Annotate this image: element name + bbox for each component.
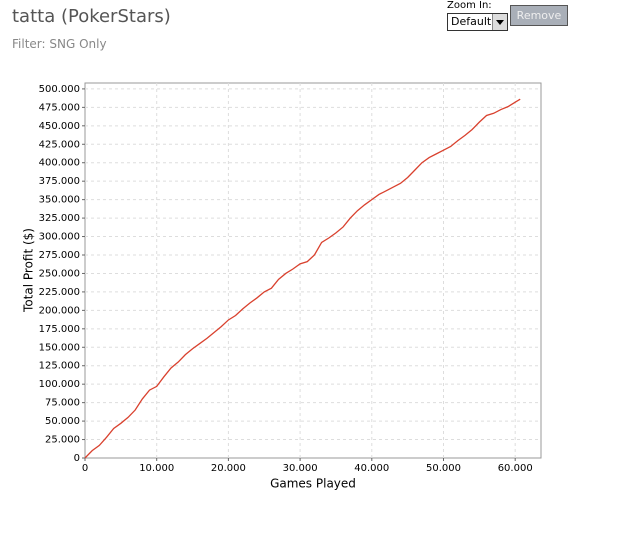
y-tick-label: 50.000 [45,416,80,427]
plot-area [84,82,542,459]
y-tick-label: 225.000 [39,287,80,298]
y-tick-label: 100.000 [39,379,80,390]
y-tick-label: 500.000 [39,84,80,95]
zoom-select[interactable]: Default [447,13,508,31]
y-tick-label: 475.000 [39,102,80,113]
y-tick-label: 400.000 [39,158,80,169]
x-tick-label: 0 [82,463,88,474]
y-tick-label: 200.000 [39,305,80,316]
y-tick-label: 250.000 [39,268,80,279]
x-tick-label: 30.000 [283,463,318,474]
data-line [84,98,521,459]
x-tick-label: 60.000 [498,463,533,474]
y-tick-label: 0 [74,453,80,464]
y-tick-label: 25.000 [45,435,80,446]
zoom-value: Default [451,15,492,28]
x-tick-label: 40.000 [354,463,389,474]
y-tick-label: 75.000 [45,398,80,409]
y-tick-label: 375.000 [39,176,80,187]
y-tick-label: 425.000 [39,139,80,150]
x-tick-label: 20.000 [211,463,246,474]
y-tick-label: 450.000 [39,121,80,132]
x-axis-title: Games Played [270,477,356,491]
x-tick-label: 50.000 [426,463,461,474]
y-tick-label: 150.000 [39,342,80,353]
page-title: tatta (PokerStars) [12,6,171,27]
y-axis-title: Total Profit ($) [22,228,36,313]
zoom-label: Zoom In: [447,0,492,11]
y-tick-label: 300.000 [39,232,80,243]
y-tick-label: 275.000 [39,250,80,261]
y-tick-label: 175.000 [39,324,80,335]
y-tick-label: 350.000 [39,195,80,206]
filter-label: Filter: SNG Only [12,37,107,51]
x-tick-label: 10.000 [139,463,174,474]
y-tick-label: 325.000 [39,213,80,224]
remove-button[interactable]: Remove [510,5,568,26]
dropdown-arrow[interactable] [492,14,507,30]
y-tick-label: 125.000 [39,361,80,372]
